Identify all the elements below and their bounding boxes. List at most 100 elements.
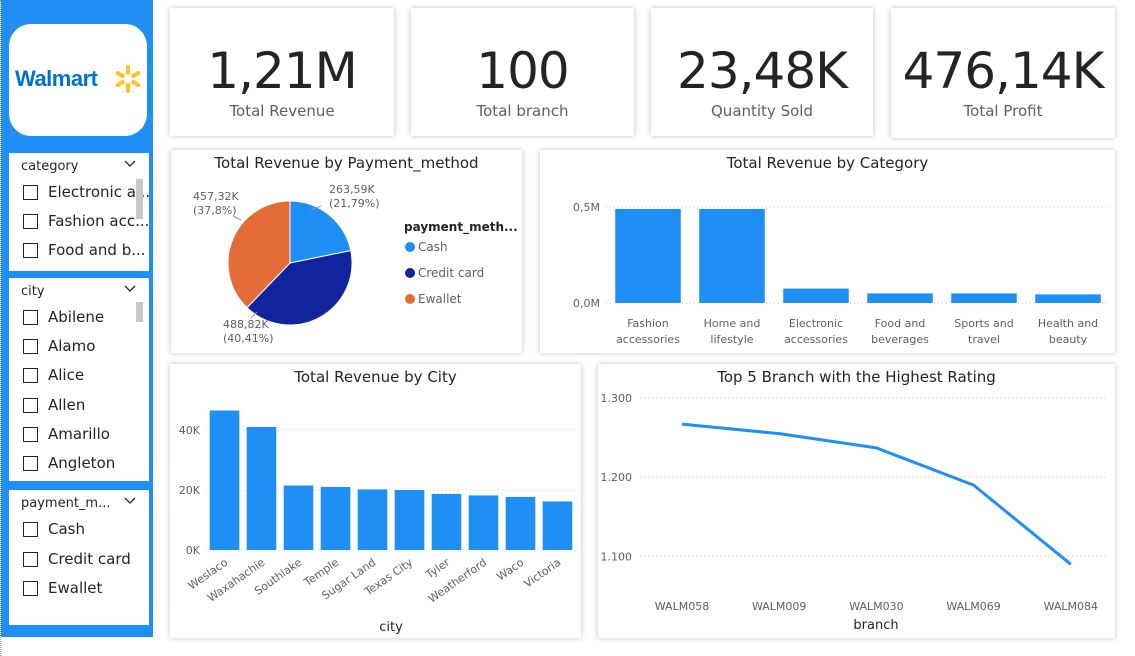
bar <box>542 501 573 550</box>
city-option[interactable]: Abilene <box>23 307 104 327</box>
bar <box>699 208 765 303</box>
pie-data-label: 457,32K <box>193 190 239 203</box>
city-option[interactable]: Allen <box>23 395 85 415</box>
chevron-down-icon[interactable] <box>123 284 137 294</box>
x-tick-label: beverages <box>871 333 929 346</box>
x-tick-label: Victoria <box>522 556 564 591</box>
pie-leader-line <box>232 215 242 221</box>
legend-item: Cash <box>418 240 448 254</box>
checkbox[interactable] <box>23 455 38 471</box>
bar <box>615 208 681 303</box>
category-option[interactable]: Fashion acc... <box>23 211 149 231</box>
payment-option[interactable]: Credit card <box>23 549 131 569</box>
bar <box>431 493 462 550</box>
y-tick-label: 0,0M <box>573 297 600 310</box>
legend-marker <box>405 242 415 252</box>
kpi-label: Total branch <box>476 102 569 120</box>
bar <box>246 427 277 550</box>
category-option[interactable]: Food and b... <box>23 240 146 260</box>
bar <box>867 293 933 303</box>
y-tick-label: 1.100 <box>601 550 633 563</box>
payment-slicer-title: payment_m... <box>21 496 111 511</box>
branch-line-card: Top 5 Branch with the Highest Rating 1.1… <box>598 364 1115 638</box>
chart-title: Total Revenue by City <box>294 368 457 386</box>
city-bar-card: Total Revenue by City 0K 20K 40K Weslaco Wax… <box>170 364 581 638</box>
category-bar-card: Total Revenue by Category 0,0M 0,5M Fashio… <box>540 150 1115 353</box>
city-option[interactable]: Alamo <box>23 336 95 356</box>
x-tick-label: beauty <box>1049 333 1088 346</box>
payment-option[interactable]: Ewallet <box>23 578 102 598</box>
y-tick-label: 40K <box>179 424 201 437</box>
pie-slice <box>289 200 352 264</box>
checkbox[interactable] <box>23 309 38 325</box>
bar <box>505 496 536 550</box>
category-slicer: category Electronic a... Fashion acc... … <box>9 153 149 271</box>
bar <box>783 288 849 303</box>
checkbox[interactable] <box>23 213 38 229</box>
x-tick-label: WALM084 <box>1044 600 1098 613</box>
checkbox[interactable] <box>23 184 38 200</box>
x-axis-title: city <box>379 620 403 635</box>
kpi-card-total-branch: 100 Total branch <box>411 8 634 136</box>
branch-line-chart: 1.100 1.200 1.300 WALM058 WALM009 WALM030 WALM… <box>601 392 1108 633</box>
checkbox[interactable] <box>23 551 38 567</box>
checkbox[interactable] <box>23 242 38 258</box>
x-tick-label: Fashion <box>627 317 669 330</box>
chevron-down-icon[interactable] <box>123 159 137 169</box>
bar <box>209 410 240 550</box>
kpi-card-total-revenue: 1,21M Total Revenue <box>170 8 394 136</box>
bar <box>283 485 314 550</box>
kpi-value: 100 <box>476 42 569 100</box>
x-tick-label: Food and <box>875 317 926 330</box>
bar <box>357 489 388 550</box>
checkbox[interactable] <box>23 338 38 354</box>
city-option[interactable]: Amarillo <box>23 424 110 444</box>
chart-title: Top 5 Branch with the Highest Rating <box>717 368 996 386</box>
bar <box>320 487 351 550</box>
checkbox[interactable] <box>23 367 38 383</box>
city-option[interactable]: Angleton <box>23 453 115 473</box>
legend-marker <box>405 294 415 304</box>
checkbox[interactable] <box>23 397 38 413</box>
x-tick-label: accessories <box>616 333 680 346</box>
x-tick-label: travel <box>968 333 1000 346</box>
city-option[interactable]: Alice <box>23 365 84 385</box>
category-option[interactable]: Electronic a... <box>23 182 149 202</box>
y-tick-label: 1.200 <box>601 471 633 484</box>
chevron-down-icon[interactable] <box>123 496 137 506</box>
bar <box>1035 294 1101 303</box>
scrollbar[interactable] <box>136 302 143 322</box>
kpi-label: Quantity Sold <box>711 102 813 120</box>
x-tick-label: WALM030 <box>849 600 903 613</box>
x-tick-label: WALM009 <box>752 600 806 613</box>
x-tick-label: accessories <box>784 333 848 346</box>
kpi-value: 476,14K <box>902 42 1105 100</box>
kpi-card-total-profit: 476,14K Total Profit <box>891 8 1115 138</box>
legend-marker <box>405 268 415 278</box>
y-tick-label: 0K <box>186 544 201 557</box>
pie-leader-line <box>250 311 258 319</box>
payment-pie-card: Total Revenue by Payment_method 263,59K(… <box>171 150 522 353</box>
series-line <box>681 422 1072 566</box>
x-axis-title: branch <box>853 618 898 633</box>
scrollbar[interactable] <box>136 179 143 219</box>
checkbox[interactable] <box>23 521 38 537</box>
x-tick-label: Health and <box>1038 317 1098 330</box>
city-slicer: city Abilene Alamo Alice Allen Amarillo … <box>9 278 149 481</box>
checkbox[interactable] <box>23 426 38 442</box>
x-tick-label: WALM058 <box>655 600 709 613</box>
pie-data-label: (37,8%) <box>193 204 237 217</box>
pie-leader-line <box>310 205 322 211</box>
page-left-border <box>0 0 2 656</box>
y-tick-label: 1.300 <box>601 392 633 405</box>
legend-title: payment_meth... <box>404 220 518 235</box>
payment-option[interactable]: Cash <box>23 519 85 539</box>
pie-data-label: 488,82K <box>223 318 269 331</box>
city-bar-chart: 0K20K40KWeslacoWaxahachieSouthlakeTemple… <box>179 410 576 635</box>
legend-item: Credit card <box>418 266 484 280</box>
chart-title: Total Revenue by Category <box>726 154 929 172</box>
checkbox[interactable] <box>23 580 38 596</box>
payment-pie-chart: 263,59K(21,79%) 488,82K(40,41%) 457,32K(37… <box>193 183 518 345</box>
payment-slicer: payment_m... Cash Credit card Ewallet <box>9 490 149 625</box>
x-tick-label: Sports and <box>954 317 1013 330</box>
